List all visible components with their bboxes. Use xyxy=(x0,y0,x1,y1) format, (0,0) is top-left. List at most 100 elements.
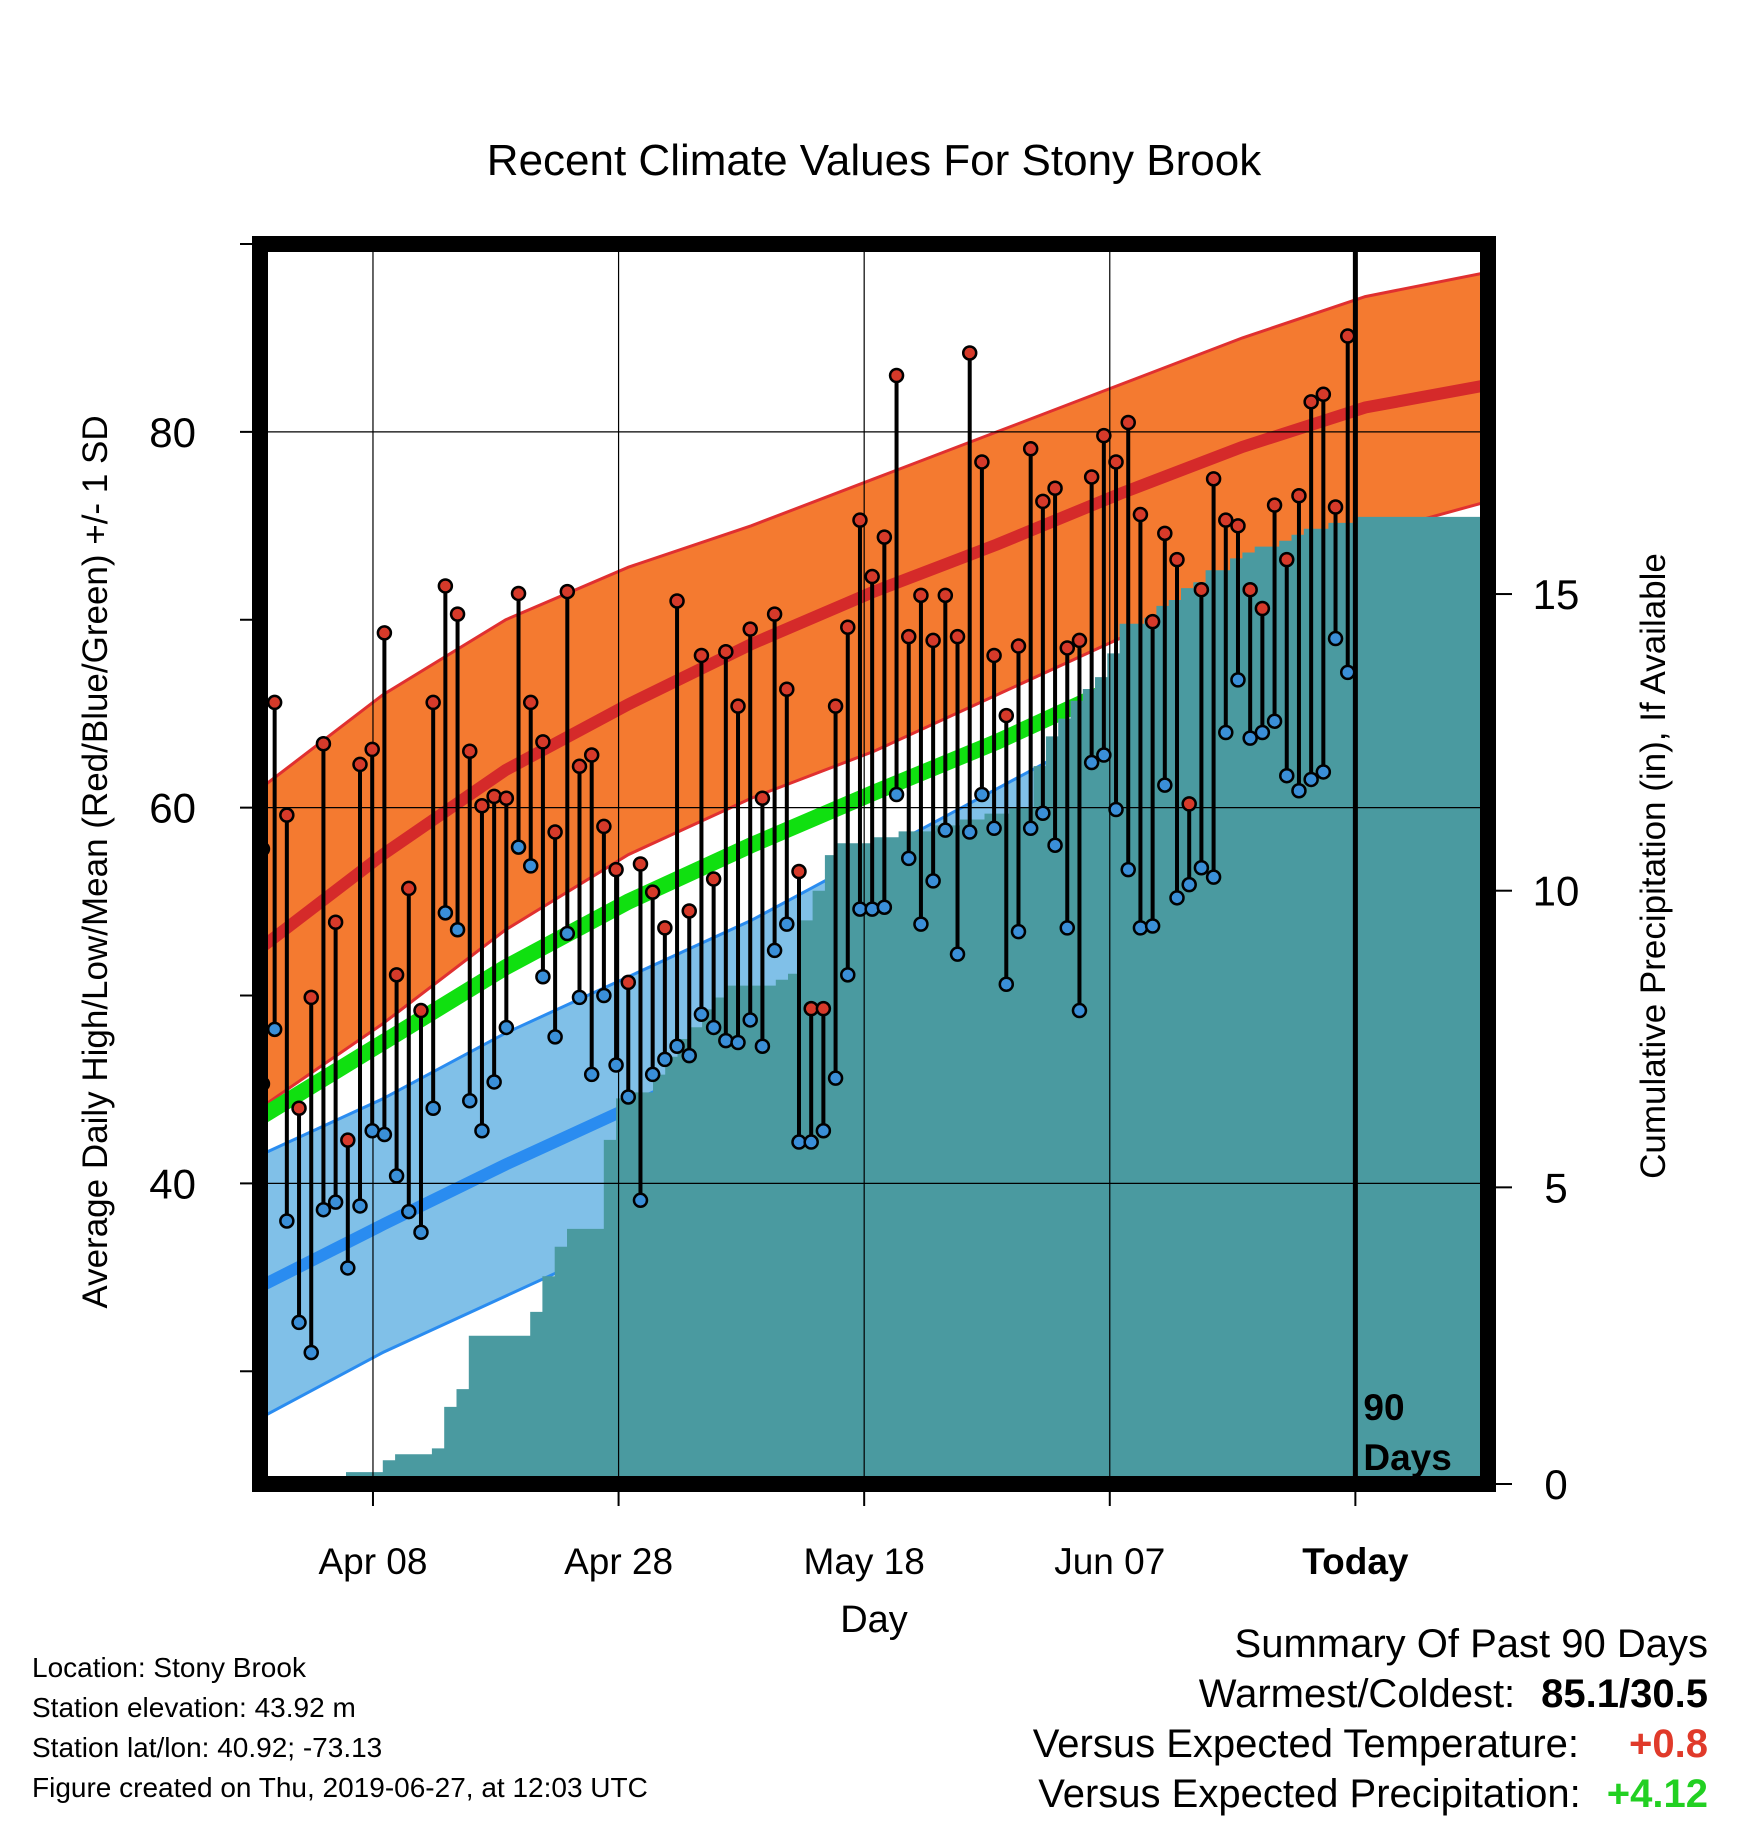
x-tick-label-2: May 18 xyxy=(804,1541,925,1582)
high-point-85 xyxy=(1291,488,1307,504)
low-point-64 xyxy=(1035,805,1051,822)
high-point-56 xyxy=(937,587,954,604)
high-point-49 xyxy=(852,512,868,528)
high-point-34 xyxy=(669,593,685,609)
high-point-25 xyxy=(559,583,576,600)
y2-tick-label-0: 0 xyxy=(1544,1461,1567,1508)
high-point-79 xyxy=(1218,512,1234,528)
low-point-69 xyxy=(1096,747,1112,763)
high-point-53 xyxy=(900,628,917,645)
low-point-3 xyxy=(291,1314,307,1331)
high-point-15 xyxy=(437,578,454,594)
low-point-46 xyxy=(815,1123,832,1139)
high-point-29 xyxy=(608,861,624,878)
low-point-82 xyxy=(1254,724,1271,741)
high-point-20 xyxy=(498,790,515,806)
low-point-20 xyxy=(498,1019,515,1036)
low-point-43 xyxy=(779,916,795,932)
low-point-51 xyxy=(876,899,893,915)
info-created: Figure created on Thu, 2019-06-27, at 12… xyxy=(32,1772,648,1803)
low-point-2 xyxy=(279,1213,295,1229)
low-point-58 xyxy=(961,824,978,840)
low-point-42 xyxy=(766,942,783,959)
low-point-39 xyxy=(730,1034,746,1051)
high-point-70 xyxy=(1108,454,1124,470)
high-point-71 xyxy=(1120,414,1136,431)
low-point-19 xyxy=(486,1074,502,1090)
high-point-54 xyxy=(913,587,929,604)
low-point-85 xyxy=(1291,782,1307,799)
high-point-7 xyxy=(340,1132,356,1148)
summary-precip-row: Versus Expected Precipitation: +4.12 xyxy=(1038,1772,1708,1817)
summary-temp-label: Versus Expected Temperature: xyxy=(1032,1722,1580,1766)
low-point-73 xyxy=(1144,918,1161,934)
low-point-11 xyxy=(388,1168,405,1184)
high-point-12 xyxy=(401,880,417,897)
low-point-55 xyxy=(925,873,941,889)
high-point-27 xyxy=(583,747,600,763)
low-point-29 xyxy=(608,1057,624,1073)
info-latlon: Station lat/lon: 40.92; -73.13 xyxy=(32,1732,383,1763)
high-point-10 xyxy=(376,625,393,641)
high-point-23 xyxy=(535,734,551,750)
low-point-63 xyxy=(1022,820,1039,837)
low-point-31 xyxy=(632,1192,649,1209)
high-point-65 xyxy=(1047,480,1063,496)
high-point-57 xyxy=(949,628,966,645)
low-point-32 xyxy=(644,1066,661,1083)
low-point-68 xyxy=(1083,754,1100,771)
high-point-58 xyxy=(961,345,978,361)
low-point-66 xyxy=(1059,920,1076,936)
low-point-88 xyxy=(1327,630,1344,647)
high-point-76 xyxy=(1181,796,1197,812)
low-point-54 xyxy=(913,916,929,932)
high-point-39 xyxy=(730,698,746,714)
low-point-25 xyxy=(559,925,576,942)
high-point-13 xyxy=(413,1002,429,1019)
window-label-0: 90 xyxy=(1363,1387,1404,1428)
high-point-86 xyxy=(1303,394,1319,410)
high-point-88 xyxy=(1327,499,1344,515)
high-point-81 xyxy=(1242,581,1258,598)
window-label-1: Days xyxy=(1363,1437,1451,1478)
high-point-44 xyxy=(791,863,807,880)
summary-warmest-value: 85.1/30.5 xyxy=(1541,1672,1708,1716)
high-point-43 xyxy=(779,681,795,698)
high-point-72 xyxy=(1132,506,1149,523)
x-tick-label-3: Jun 07 xyxy=(1054,1541,1165,1582)
high-point-61 xyxy=(998,707,1015,724)
high-point-8 xyxy=(352,756,368,773)
high-point-26 xyxy=(571,758,588,775)
chart-title: Recent Climate Values For Stony Brook xyxy=(487,136,1262,185)
high-point-77 xyxy=(1193,581,1210,598)
high-point-9 xyxy=(364,741,380,758)
high-point-62 xyxy=(1010,638,1027,654)
high-point-19 xyxy=(486,788,502,805)
high-point-52 xyxy=(888,367,905,384)
high-point-47 xyxy=(827,698,844,714)
high-point-60 xyxy=(986,647,1002,664)
low-point-26 xyxy=(571,989,588,1006)
low-point-27 xyxy=(583,1066,600,1083)
x-tick-label-1: Apr 28 xyxy=(564,1541,673,1582)
low-point-22 xyxy=(522,858,539,874)
low-point-79 xyxy=(1218,724,1234,741)
low-point-50 xyxy=(864,901,880,917)
low-point-12 xyxy=(401,1203,417,1220)
info-elevation: Station elevation: 43.92 m xyxy=(32,1692,356,1723)
high-point-63 xyxy=(1022,441,1039,457)
y2-tick-label-3: 15 xyxy=(1533,571,1580,618)
low-point-77 xyxy=(1193,860,1210,876)
high-point-69 xyxy=(1096,427,1112,444)
low-point-7 xyxy=(340,1260,356,1276)
high-point-67 xyxy=(1071,632,1088,649)
low-point-30 xyxy=(620,1089,637,1105)
low-point-61 xyxy=(998,976,1015,992)
high-point-75 xyxy=(1169,551,1185,568)
low-point-87 xyxy=(1315,764,1332,780)
low-point-72 xyxy=(1132,920,1149,936)
low-point-38 xyxy=(718,1032,734,1049)
low-point-48 xyxy=(840,967,856,983)
summary-temp-value: +0.8 xyxy=(1629,1722,1708,1766)
high-point-30 xyxy=(620,974,637,991)
